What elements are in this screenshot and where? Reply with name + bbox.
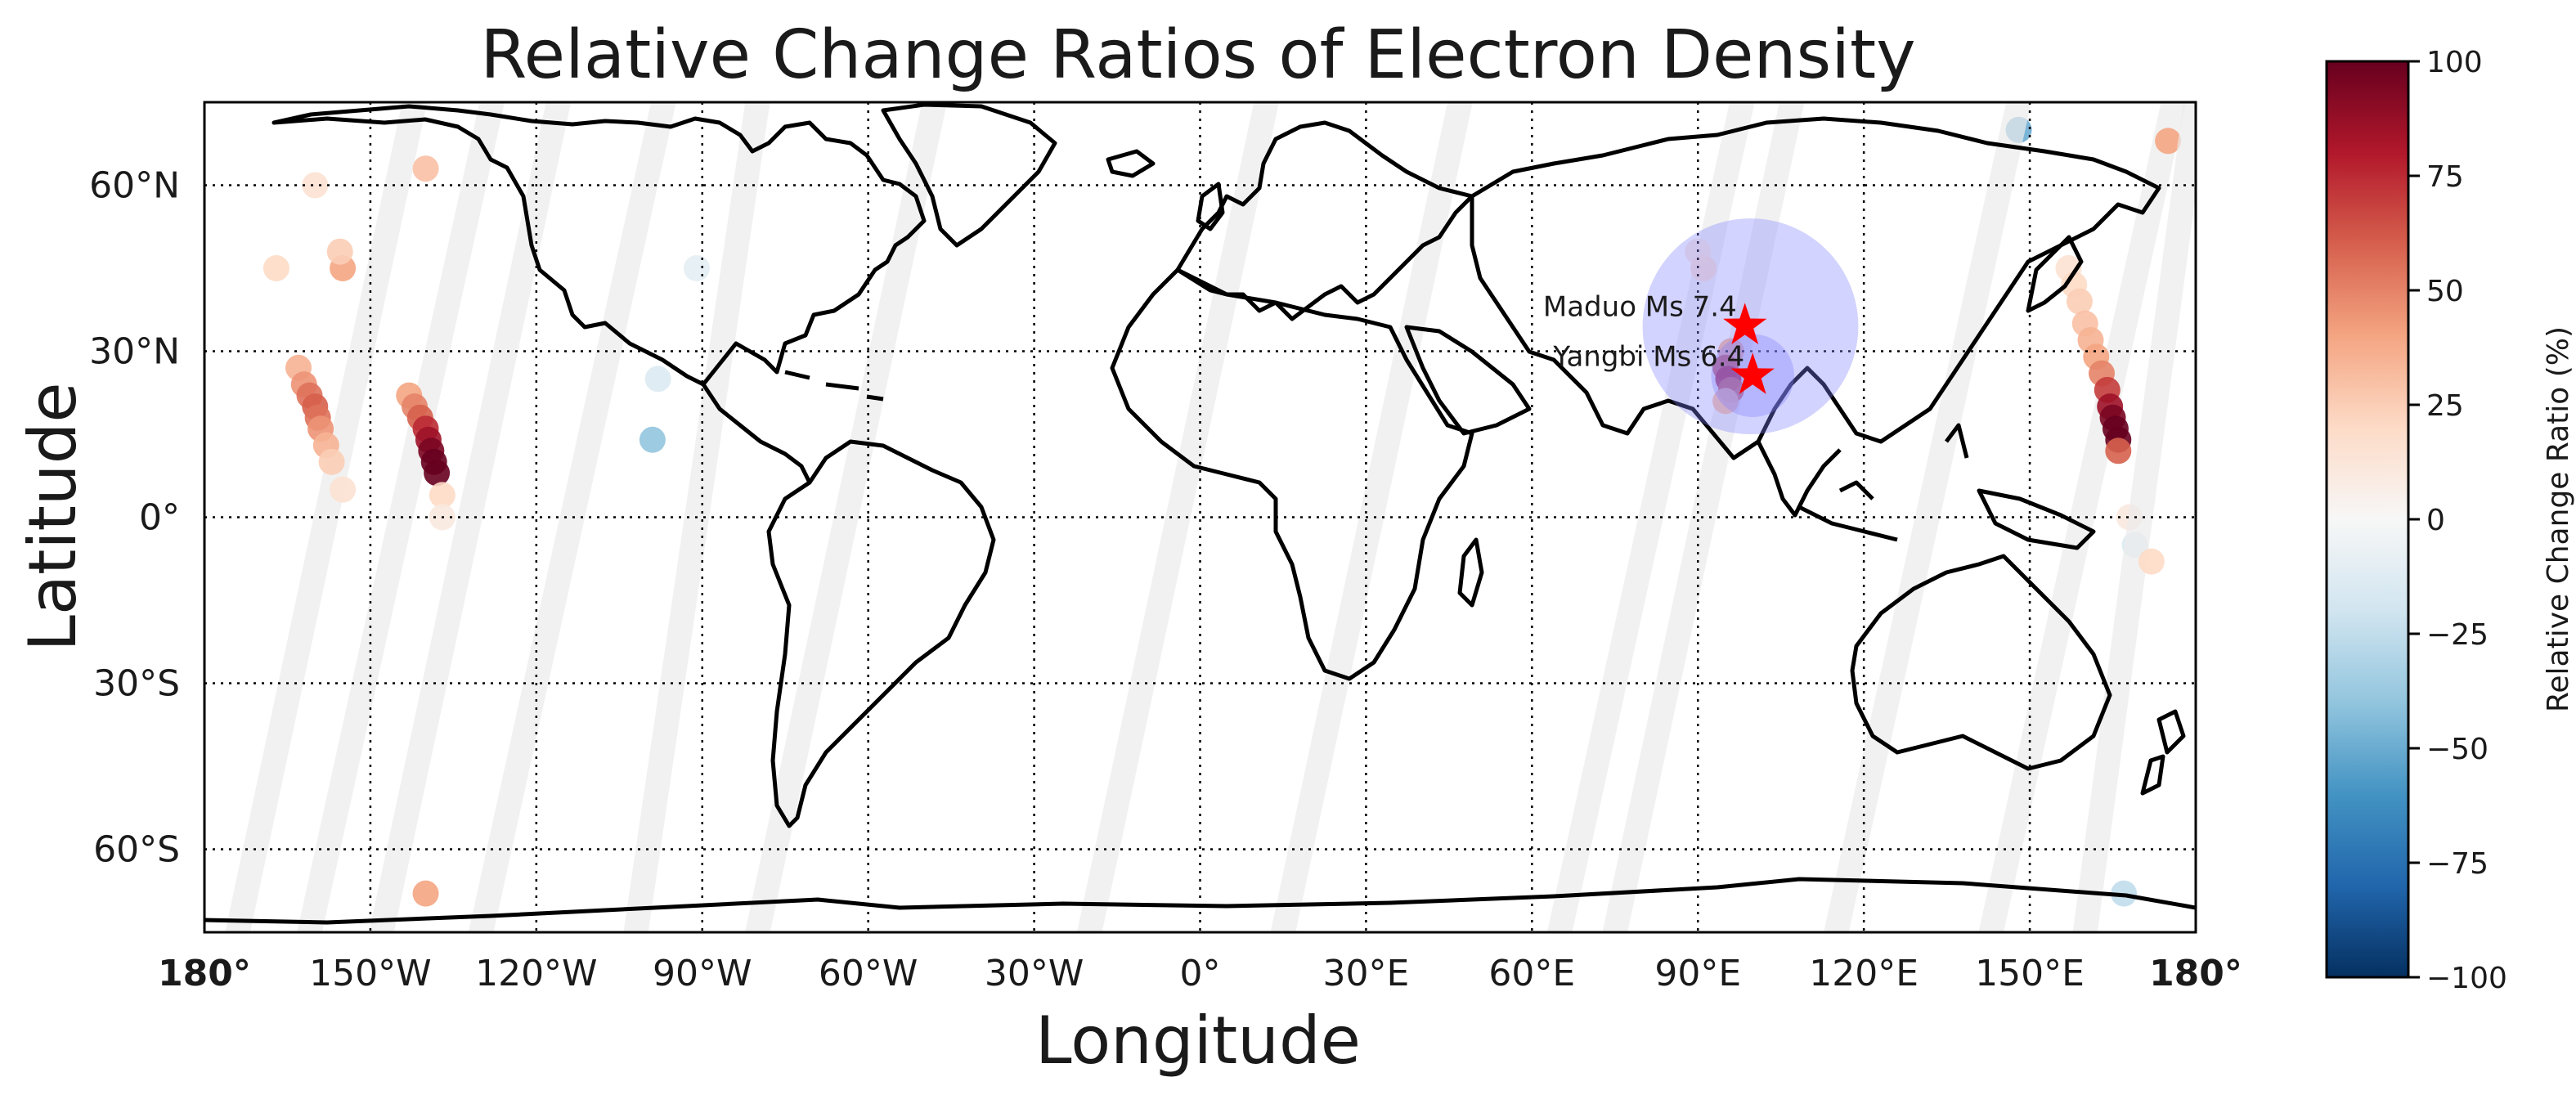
coastline-south-america [766,439,996,828]
density-point [2155,128,2182,155]
epicenter-markers: Maduo Ms 7.4 Yangbi Ms 6.4 [1543,290,1775,394]
epicenter-star [1730,352,1775,394]
longitude-tick-label: 30°W [985,953,1084,994]
y-axis-label: Latitude [15,382,91,651]
latitude-tick-label: 30°S [93,663,180,705]
orbit-track-5 [1547,102,1755,932]
map-plot-area: Maduo Ms 7.4 Yangbi Ms 6.4 [203,101,2197,934]
colorbar: 100 75 50 25 0 −25 −50 −75 −100 Relative Change … [2325,46,2575,995]
latitude-tick-label: 60°S [93,829,180,871]
coastline-central-america [701,383,812,484]
longitude-tick-label: 120°E [1809,953,1919,994]
density-point [318,448,345,475]
orbit-track-7 [1978,102,2186,932]
colorbar-tick-label: 25 [2426,389,2464,423]
density-point [424,460,451,487]
coastline-southeast-asia [1756,440,1842,518]
colorbar-tick-label: 0 [2426,504,2445,537]
coastline-north-america [272,104,927,387]
colorbar-tick-label: 100 [2426,46,2483,79]
longitude-tick-label: 90°W [653,953,752,994]
coastline-japan [2026,235,2084,313]
colorbar-gradient [2325,60,2410,979]
epicenter-label: Maduo Ms 7.4 [1543,290,1737,323]
orbit-track-9 [469,102,676,932]
map-frame [203,101,2197,934]
latitude-tick-labels: 60°N 30°N 0° 30°S 60°S [89,165,180,871]
density-point [644,366,671,393]
density-point [1712,388,1739,415]
x-axis-label: Longitude [1035,1003,1361,1079]
latitude-tick-label: 0° [139,497,180,539]
longitude-tick-label: 150°E [1975,953,2085,994]
coastline-british-isles [1196,182,1225,231]
density-point [263,255,289,281]
coastline-antarctica [204,877,2196,925]
colorbar-tick-label: −25 [2426,618,2488,652]
chart-title: Relative Change Ratios of Electron Densi… [480,16,1915,94]
coastline-arabian-peninsula [1404,325,1532,436]
density-point [326,238,353,265]
coastline-greenland [881,102,1057,248]
coastline-new-zealand [2140,709,2186,796]
density-point [2138,548,2165,575]
density-point [2066,288,2093,315]
coastline-iceland [1106,149,1156,178]
epicenter-label: Yangbi Ms 6.4 [1552,340,1744,373]
coastline-africa [1110,267,1474,681]
colorbar-ticks: 100 75 50 25 0 −25 −50 −75 −100 [2408,46,2507,995]
coastline-asia [1470,116,2161,460]
longitude-tick-label: 90°E [1654,953,1741,994]
latitude-tick-label: 60°N [89,165,180,207]
density-point [412,155,439,182]
epicenter-star [1723,303,1767,344]
coastline-europe [1175,120,1474,321]
orbit-track-13 [1824,102,2031,932]
density-point [412,880,439,907]
density-point [2105,438,2132,464]
coastline-madagascar [1457,537,1484,608]
orbit-track-6 [1602,102,1805,932]
orbit-track-8 [2072,102,2196,932]
colorbar-tick-label: −75 [2426,847,2488,881]
coastline-caribbean-islands [784,370,884,402]
longitude-tick-label: 180° [158,953,251,994]
orbit-track-1 [225,102,428,932]
longitude-tick-label: 60°W [819,953,918,994]
colorbar-tick-label: 75 [2426,160,2464,194]
coastlines [204,102,2196,925]
colorbar-tick-label: −100 [2426,962,2507,995]
longitude-tick-label: 0° [1180,953,1221,994]
longitude-tick-label: 120°W [475,953,598,994]
coastline-indonesia [1797,423,2096,550]
colorbar-tick-label: 50 [2426,275,2464,308]
density-point [330,476,357,503]
density-point [302,172,329,199]
longitude-tick-labels: 180° 150°W 120°W 90°W 60°W 30°W 0° 30°E 60°E 90°E… [158,953,2242,994]
coastline-australia [1850,554,2112,771]
longitude-tick-label: 60°E [1488,953,1575,994]
colorbar-tick-label: −50 [2426,733,2488,766]
longitude-tick-label: 150°W [309,953,432,994]
longitude-tick-label: 180° [2149,953,2242,994]
density-point [429,482,456,509]
latitude-tick-label: 30°N [89,331,180,373]
colorbar-label: Relative Change Ratio (%) [2542,326,2575,712]
density-point [683,255,710,281]
longitude-tick-label: 30°E [1323,953,1410,994]
density-point [639,426,666,453]
